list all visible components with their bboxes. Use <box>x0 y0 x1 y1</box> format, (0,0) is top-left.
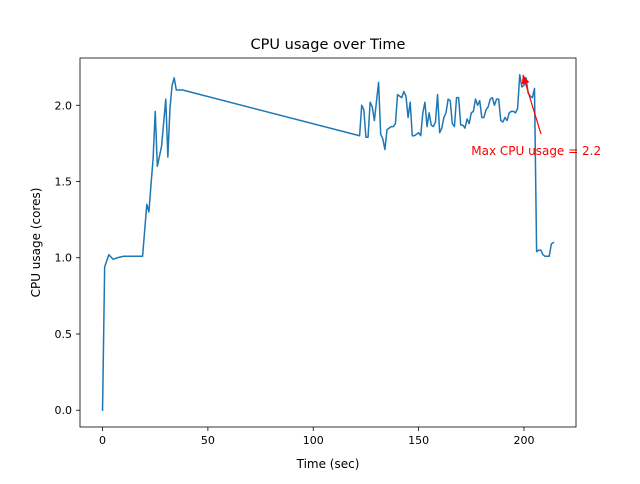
annotation-layer: Max CPU usage = 2.2 <box>471 74 601 158</box>
annotation-text: Max CPU usage = 2.2 <box>471 144 601 158</box>
y-axis-ticks: 0.0 0.5 1.0 1.5 2.0 <box>55 99 80 417</box>
annotation-arrow <box>522 74 542 135</box>
plot-frame <box>79 57 577 428</box>
x-axis-label: Time (sec) <box>296 457 360 471</box>
chart-title: CPU usage over Time <box>251 37 406 53</box>
x-tick-label: 150 <box>408 434 429 447</box>
x-tick-label: 100 <box>303 434 324 447</box>
series-layer <box>101 74 555 411</box>
annotation-arrowhead <box>521 74 530 85</box>
y-tick-label: 1.5 <box>55 176 73 189</box>
x-axis-ticks: 0 50 100 150 200 <box>99 427 534 447</box>
x-tick-label: 0 <box>99 434 106 447</box>
y-tick-label: 0.5 <box>55 328 73 341</box>
y-tick-label: 2.0 <box>55 99 73 112</box>
y-tick-label: 1.0 <box>55 252 73 265</box>
y-tick-label: 0.0 <box>55 404 73 417</box>
plot-area <box>80 58 576 427</box>
y-axis-label: CPU usage (cores) <box>29 188 43 298</box>
series-line <box>101 74 555 411</box>
x-tick-label: 50 <box>201 434 215 447</box>
x-tick-label: 200 <box>513 434 534 447</box>
